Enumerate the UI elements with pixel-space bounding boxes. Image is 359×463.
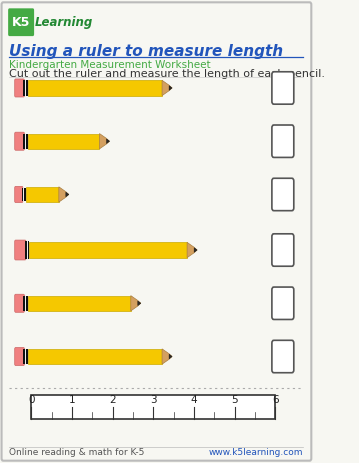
Bar (26, 133, 28, 149)
Text: 0: 0 (28, 395, 34, 405)
Text: 5: 5 (231, 395, 238, 405)
Bar (27, 242, 28, 258)
FancyBboxPatch shape (1, 2, 311, 461)
FancyBboxPatch shape (15, 294, 24, 313)
Bar (31, 395, 275, 419)
Bar (26, 80, 28, 95)
Bar (28, 296, 131, 311)
Bar (28, 80, 162, 95)
FancyBboxPatch shape (272, 340, 294, 373)
FancyBboxPatch shape (272, 178, 294, 211)
Bar (23, 133, 25, 149)
Polygon shape (99, 133, 109, 149)
Text: Online reading & math for K-5: Online reading & math for K-5 (9, 448, 145, 457)
FancyBboxPatch shape (272, 234, 294, 266)
Polygon shape (169, 354, 172, 359)
Bar (25, 349, 26, 364)
Bar (26, 187, 59, 202)
Text: Learning: Learning (34, 16, 93, 29)
Bar (23, 188, 24, 201)
FancyBboxPatch shape (8, 8, 34, 36)
FancyBboxPatch shape (272, 287, 294, 319)
Text: 4: 4 (191, 395, 197, 405)
FancyBboxPatch shape (15, 186, 23, 203)
Bar (22, 188, 23, 201)
Polygon shape (169, 86, 172, 90)
Polygon shape (162, 349, 172, 364)
Text: Kindergarten Measurement Worksheet: Kindergarten Measurement Worksheet (9, 60, 211, 70)
Bar (25, 242, 27, 258)
Polygon shape (194, 248, 197, 252)
Text: www.k5learning.com: www.k5learning.com (209, 448, 303, 457)
Bar (25, 133, 26, 149)
FancyBboxPatch shape (272, 72, 294, 104)
Polygon shape (59, 187, 69, 202)
Bar (28, 242, 29, 258)
Bar (23, 296, 25, 311)
Text: 3: 3 (150, 395, 157, 405)
Bar (25, 80, 26, 95)
Text: Using a ruler to measure length: Using a ruler to measure length (9, 44, 284, 59)
Bar (23, 80, 25, 95)
Bar (29, 242, 187, 257)
Text: 2: 2 (109, 395, 116, 405)
Bar (25, 296, 26, 311)
Polygon shape (162, 80, 172, 95)
FancyBboxPatch shape (15, 347, 24, 366)
Bar (24, 188, 26, 201)
Text: 1: 1 (69, 395, 75, 405)
Text: K5: K5 (12, 16, 30, 29)
Polygon shape (66, 192, 69, 197)
Polygon shape (107, 139, 109, 144)
Bar (26, 349, 28, 364)
Text: Cut out the ruler and measure the length of each pencil.: Cut out the ruler and measure the length… (9, 69, 325, 80)
Text: 6: 6 (272, 395, 279, 405)
Bar (28, 133, 99, 149)
Bar (26, 296, 28, 311)
FancyBboxPatch shape (15, 79, 24, 97)
Polygon shape (187, 242, 197, 257)
Bar (23, 349, 25, 364)
Polygon shape (138, 301, 141, 306)
Polygon shape (131, 296, 141, 311)
Bar (28, 349, 162, 364)
FancyBboxPatch shape (272, 125, 294, 157)
FancyBboxPatch shape (15, 240, 26, 260)
FancyBboxPatch shape (15, 132, 24, 150)
